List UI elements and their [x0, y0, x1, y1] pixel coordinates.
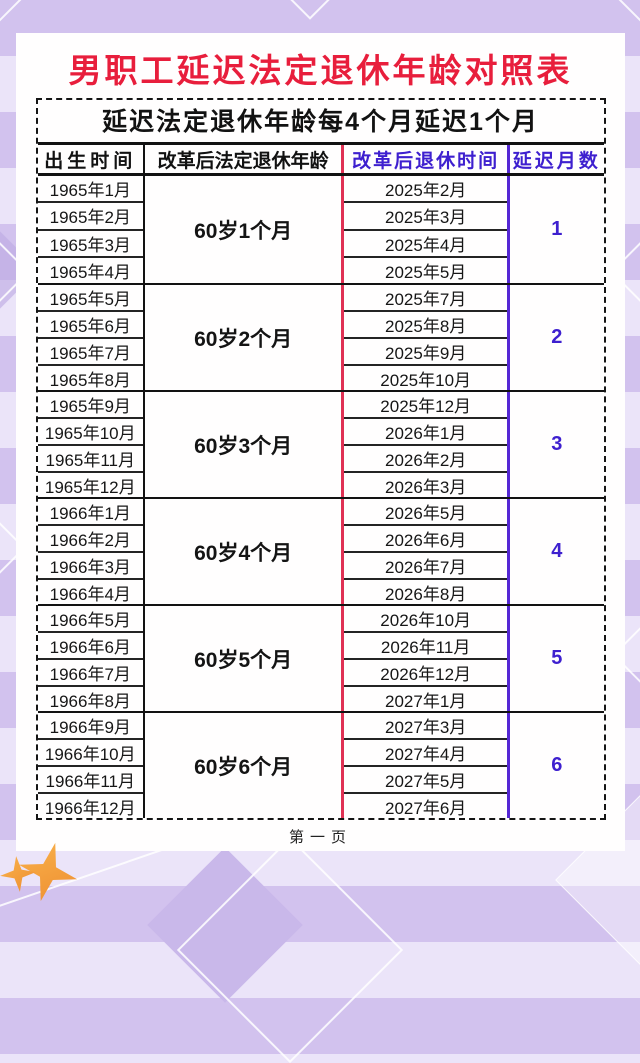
birth-column: 1965年9月 1965年10月 1965年11月 1965年12月: [37, 392, 146, 497]
age-group: 1965年9月 1965年10月 1965年11月 1965年12月 60岁3个月 202…: [37, 390, 604, 497]
birth-month-cell: 1965年9月: [37, 392, 144, 419]
birth-month-cell: 1966年9月: [37, 713, 144, 740]
birth-column: 1965年1月 1965年2月 1965年3月 1965年4月: [37, 176, 146, 283]
retirement-age-cell: 60岁4个月: [145, 499, 345, 604]
birth-month-cell: 1965年7月: [37, 339, 144, 366]
age-group: 1966年1月 1966年2月 1966年3月 1966年4月 60岁4个月 2026年5…: [37, 497, 604, 604]
retire-column: 2025年7月 2025年8月 2025年9月 2025年10月: [344, 285, 511, 390]
retire-month-cell: 2026年5月: [344, 499, 508, 526]
retire-month-cell: 2025年2月: [344, 176, 508, 204]
retire-month-cell: 2026年8月: [385, 585, 467, 604]
birth-month-cell: 1966年6月: [37, 633, 144, 660]
retire-month-cell: 2025年8月: [344, 312, 508, 339]
header-retirement-time: 改革后退休时间: [344, 145, 511, 173]
retirement-age-cell: 60岁5个月: [145, 606, 345, 711]
delay-months-cell: 2: [551, 326, 563, 348]
triangle-decoration-top: [140, 0, 480, 20]
header-birth-time: 出生时间: [38, 145, 146, 173]
delay-months-cell: 3: [551, 433, 563, 455]
retire-month-cell: 2025年3月: [344, 203, 508, 231]
retire-column: 2026年10月 2026年11月 2026年12月 2027年1月: [344, 606, 511, 711]
delay-months-cell: 5: [551, 647, 563, 669]
retire-month-cell: 2026年10月: [344, 606, 508, 633]
delay-months-cell: 4: [551, 540, 563, 562]
retire-month-cell: 2025年7月: [344, 285, 508, 312]
birth-month-cell: 1965年6月: [37, 312, 144, 339]
birth-month-cell: 1966年7月: [37, 660, 144, 687]
retire-month-cell: 2027年5月: [344, 767, 508, 794]
table-header-row: 出生时间 改革后法定退休年龄 改革后退休时间 延迟月数: [37, 145, 604, 176]
retire-column: 2026年5月 2026年6月 2026年7月 2026年8月: [344, 499, 511, 604]
retire-month-cell: 2027年6月: [385, 799, 467, 818]
retire-month-cell: 2026年2月: [344, 446, 508, 473]
birth-month-cell: 1965年10月: [37, 419, 144, 446]
birth-month-cell: 1965年5月: [37, 285, 144, 312]
retire-month-cell: 2026年12月: [344, 660, 508, 687]
delay-months-cell: 6: [551, 754, 563, 776]
birth-column: 1966年5月 1966年6月 1966年7月 1966年8月: [37, 606, 146, 711]
age-group: 1965年5月 1965年6月 1965年7月 1965年8月 60岁2个月 2025年7…: [37, 283, 604, 390]
retire-month-cell: 2026年3月: [385, 478, 467, 497]
birth-month-cell: 1965年11月: [37, 446, 144, 473]
birth-month-cell: 1966年3月: [37, 553, 144, 580]
birth-month-cell: 1966年2月: [37, 526, 144, 553]
birth-month-cell: 1965年1月: [37, 176, 144, 204]
birth-month-cell: 1966年12月: [44, 799, 136, 818]
age-group: 1966年5月 1966年6月 1966年7月 1966年8月 60岁5个月 2026年1…: [37, 604, 604, 711]
retire-column: 2027年3月 2027年4月 2027年5月 2027年6月: [344, 713, 511, 818]
retire-month-cell: 2026年7月: [344, 553, 508, 580]
retire-month-cell: 2025年10月: [380, 371, 472, 390]
sparkle-star-small-icon: [0, 854, 38, 894]
retire-month-cell: 2025年4月: [344, 231, 508, 258]
birth-column: 1966年1月 1966年2月 1966年3月 1966年4月: [37, 499, 146, 604]
retire-column: 2025年12月 2026年1月 2026年2月 2026年3月: [344, 392, 511, 497]
birth-month-cell: 1965年12月: [44, 478, 136, 497]
age-group: 1966年9月 1966年10月 1966年11月 1966年12月 60岁6个月 202…: [37, 711, 604, 818]
retirement-age-cell: 60岁6个月: [145, 713, 345, 818]
birth-column: 1965年5月 1965年6月 1965年7月 1965年8月: [37, 285, 146, 390]
retire-month-cell: 2025年9月: [344, 339, 508, 366]
retirement-age-cell: 60岁2个月: [145, 285, 345, 390]
birth-column: 1966年9月 1966年10月 1966年11月 1966年12月: [37, 713, 146, 818]
birth-month-cell: 1965年3月: [37, 231, 144, 258]
birth-month-cell: 1966年5月: [37, 606, 144, 633]
header-delay-months: 延迟月数: [512, 150, 601, 172]
delay-months-cell: 1: [551, 218, 563, 240]
table-subtitle: 延迟法定退休年龄每4个月延迟1个月: [37, 100, 604, 145]
retirement-table: 延迟法定退休年龄每4个月延迟1个月 出生时间 改革后法定退休年龄 改革后退休时间…: [35, 98, 606, 820]
retire-month-cell: 2026年11月: [344, 633, 508, 660]
retire-month-cell: 2025年5月: [385, 262, 467, 282]
birth-month-cell: 1966年8月: [49, 692, 131, 711]
birth-month-cell: 1966年11月: [37, 767, 144, 794]
birth-month-cell: 1965年8月: [49, 371, 131, 390]
birth-month-cell: 1966年1月: [37, 499, 144, 526]
retire-month-cell: 2027年1月: [385, 692, 467, 711]
retirement-age-cell: 60岁3个月: [145, 392, 345, 497]
retire-month-cell: 2027年4月: [344, 740, 508, 767]
birth-month-cell: 1966年4月: [49, 585, 131, 604]
retire-month-cell: 2026年6月: [344, 526, 508, 553]
retirement-age-cell: 60岁1个月: [145, 176, 345, 283]
content-card: 男职工延迟法定退休年龄对照表 延迟法定退休年龄每4个月延迟1个月 出生时间 改革…: [16, 33, 625, 851]
page-number: 第一页: [288, 829, 352, 846]
birth-month-cell: 1965年2月: [37, 203, 144, 231]
age-group: 1965年1月 1965年2月 1965年3月 1965年4月 60岁1个月 2025年2…: [37, 176, 604, 283]
birth-month-cell: 1965年4月: [49, 262, 131, 282]
birth-month-cell: 1966年10月: [37, 740, 144, 767]
page-title: 男职工延迟法定退休年龄对照表: [68, 52, 573, 89]
retire-month-cell: 2026年1月: [344, 419, 508, 446]
retire-month-cell: 2027年3月: [344, 713, 508, 740]
table-body: 1965年1月 1965年2月 1965年3月 1965年4月 60岁1个月 2025年2…: [37, 176, 604, 818]
retire-month-cell: 2025年12月: [344, 392, 508, 419]
header-retirement-age: 改革后法定退休年龄: [145, 145, 345, 173]
retire-column: 2025年2月 2025年3月 2025年4月 2025年5月: [344, 176, 511, 283]
